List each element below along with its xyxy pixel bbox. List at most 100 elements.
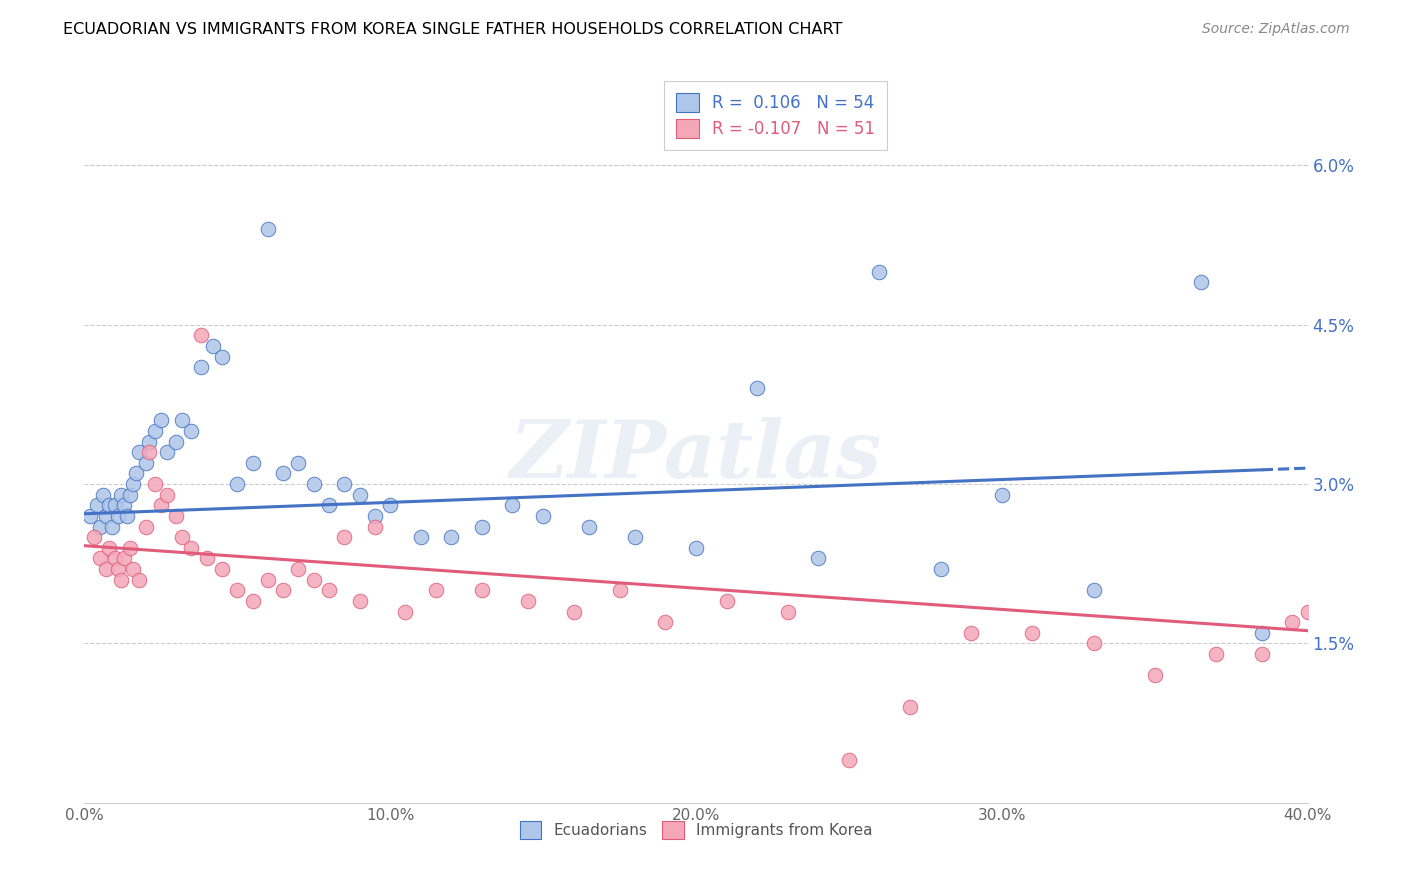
Point xyxy=(110,488,132,502)
Point xyxy=(180,541,202,555)
Point xyxy=(838,753,860,767)
Point xyxy=(201,339,224,353)
Point xyxy=(89,519,111,533)
Point xyxy=(271,583,294,598)
Point xyxy=(1143,668,1166,682)
Point xyxy=(898,700,921,714)
Point xyxy=(562,605,585,619)
Point xyxy=(1250,625,1272,640)
Point xyxy=(101,519,124,533)
Point xyxy=(211,562,233,576)
Point xyxy=(104,498,127,512)
Text: ZIPatlas: ZIPatlas xyxy=(510,417,882,495)
Point xyxy=(1250,647,1272,661)
Point xyxy=(425,583,447,598)
Point xyxy=(149,498,172,512)
Point xyxy=(83,530,105,544)
Point xyxy=(471,583,494,598)
Point xyxy=(960,625,983,640)
Point xyxy=(716,594,738,608)
Point xyxy=(94,562,117,576)
Point xyxy=(257,222,280,236)
Point xyxy=(226,583,249,598)
Point xyxy=(143,424,166,438)
Point xyxy=(1083,583,1105,598)
Point xyxy=(172,530,194,544)
Legend: Ecuadorians, Immigrants from Korea: Ecuadorians, Immigrants from Korea xyxy=(509,810,883,849)
Point xyxy=(869,264,891,278)
Point xyxy=(149,413,172,427)
Point xyxy=(1189,275,1212,289)
Point xyxy=(165,434,187,449)
Point xyxy=(135,519,157,533)
Point xyxy=(120,488,142,502)
Point xyxy=(1083,636,1105,650)
Point xyxy=(333,477,356,491)
Text: ECUADORIAN VS IMMIGRANTS FROM KOREA SINGLE FATHER HOUSEHOLDS CORRELATION CHART: ECUADORIAN VS IMMIGRANTS FROM KOREA SING… xyxy=(63,22,842,37)
Point xyxy=(195,551,218,566)
Point xyxy=(120,541,142,555)
Point xyxy=(138,445,160,459)
Point xyxy=(104,551,127,566)
Point xyxy=(138,434,160,449)
Point xyxy=(654,615,676,630)
Point xyxy=(190,328,212,343)
Point xyxy=(128,445,150,459)
Point xyxy=(302,573,325,587)
Point xyxy=(122,477,145,491)
Point xyxy=(125,467,148,481)
Point xyxy=(578,519,600,533)
Point xyxy=(122,562,145,576)
Point xyxy=(271,467,294,481)
Point xyxy=(609,583,631,598)
Point xyxy=(180,424,202,438)
Point xyxy=(364,519,387,533)
Point xyxy=(409,530,432,544)
Text: Source: ZipAtlas.com: Source: ZipAtlas.com xyxy=(1202,22,1350,37)
Point xyxy=(143,477,166,491)
Point xyxy=(257,573,280,587)
Point xyxy=(242,594,264,608)
Point xyxy=(349,488,371,502)
Point xyxy=(128,573,150,587)
Point xyxy=(380,498,402,512)
Point xyxy=(364,508,387,523)
Point xyxy=(91,488,114,502)
Point xyxy=(165,508,187,523)
Point xyxy=(1296,605,1319,619)
Point xyxy=(531,508,554,523)
Point xyxy=(807,551,830,566)
Point xyxy=(94,508,117,523)
Point xyxy=(394,605,416,619)
Point xyxy=(112,498,135,512)
Point xyxy=(1205,647,1227,661)
Point xyxy=(929,562,952,576)
Point xyxy=(318,583,340,598)
Point xyxy=(211,350,233,364)
Point xyxy=(776,605,799,619)
Point xyxy=(685,541,707,555)
Point xyxy=(287,562,309,576)
Point xyxy=(79,508,101,523)
Point xyxy=(333,530,356,544)
Point xyxy=(318,498,340,512)
Point xyxy=(97,541,120,555)
Point xyxy=(516,594,538,608)
Point xyxy=(107,508,129,523)
Point xyxy=(156,445,179,459)
Point xyxy=(471,519,494,533)
Point xyxy=(112,551,135,566)
Point xyxy=(107,562,129,576)
Point xyxy=(190,360,212,375)
Point xyxy=(135,456,157,470)
Point xyxy=(86,498,108,512)
Point xyxy=(115,508,138,523)
Point xyxy=(302,477,325,491)
Point xyxy=(172,413,194,427)
Point xyxy=(89,551,111,566)
Point xyxy=(1021,625,1043,640)
Point xyxy=(502,498,524,512)
Point xyxy=(97,498,120,512)
Point xyxy=(349,594,371,608)
Point xyxy=(1281,615,1303,630)
